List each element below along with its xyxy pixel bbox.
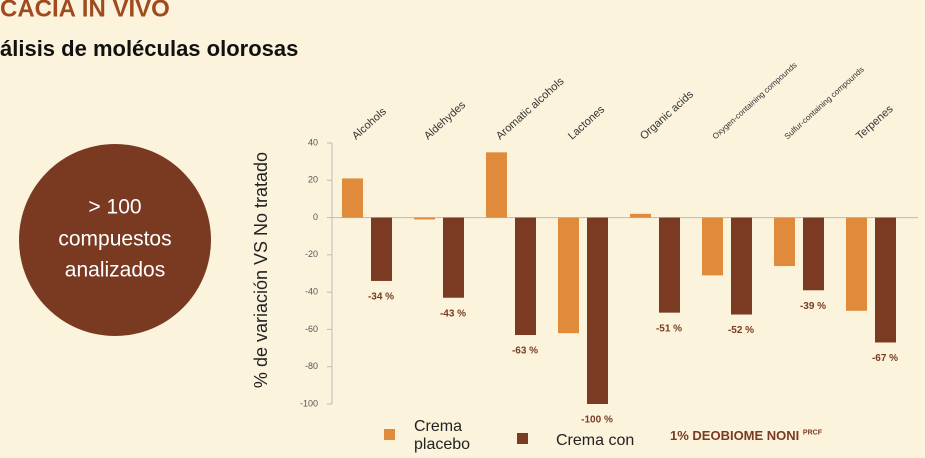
legend-label: Crema con <box>556 432 635 449</box>
bar <box>846 217 867 311</box>
y-tick-label: 0 <box>313 212 318 222</box>
bar <box>371 217 392 281</box>
value-label: -63 % <box>512 346 538 357</box>
bar <box>659 217 680 313</box>
value-label: -51 % <box>656 323 682 334</box>
legend-extra-text: 1% DEOBIOME NONI <box>670 428 800 443</box>
bar <box>731 217 752 315</box>
y-tick-label: -100 <box>300 398 318 408</box>
value-label: -39 % <box>800 301 826 312</box>
value-label: -34 % <box>368 292 394 303</box>
bar <box>875 217 896 343</box>
legend-extra: 1% DEOBIOME NONI PRCF <box>670 428 822 443</box>
bar <box>414 217 435 220</box>
category-label: Oxygen-containing compounds <box>711 61 799 141</box>
y-axis-label: % de variación VS No tratado <box>251 152 271 388</box>
y-tick-label: -40 <box>305 287 318 297</box>
bar <box>486 152 507 218</box>
legend-swatch <box>384 429 395 440</box>
badge-text: analizados <box>65 259 165 282</box>
value-label: -100 % <box>581 415 613 426</box>
category-label: Aldehydes <box>422 99 469 143</box>
y-tick-label: -60 <box>305 324 318 334</box>
category-label: Terpenes <box>854 103 896 143</box>
y-tick-label: -20 <box>305 249 318 259</box>
legend-sup: PRCF <box>802 429 822 437</box>
bar <box>587 217 608 404</box>
subtitle: álisis de moléculas olorosas <box>0 36 298 61</box>
category-label: Sulfur-containing compounds <box>783 65 866 141</box>
value-label: -52 % <box>728 325 754 336</box>
bar <box>630 213 651 218</box>
value-label: -67 % <box>872 353 898 364</box>
category-label: Organic acids <box>638 88 696 142</box>
category-label: Alcohols <box>350 105 389 142</box>
badge-text: compuestos <box>58 228 171 251</box>
y-tick-label: -80 <box>305 361 318 371</box>
badge-circle <box>19 144 211 336</box>
y-tick-label: 40 <box>308 137 318 147</box>
bar <box>342 178 363 218</box>
category-label: Lactones <box>566 103 608 142</box>
bar <box>774 217 795 267</box>
legend-swatch <box>517 433 528 444</box>
legend-label: Crema placebo <box>414 418 471 453</box>
bar <box>515 217 536 336</box>
bar <box>702 217 723 276</box>
bar <box>443 217 464 298</box>
title: CACIA IN VIVO <box>0 0 170 22</box>
value-label: -43 % <box>440 308 466 319</box>
bar <box>558 217 579 334</box>
badge-text: > 100 <box>88 196 141 219</box>
bar <box>803 217 824 291</box>
y-tick-label: 20 <box>308 175 318 185</box>
category-label: Aromatic alcohols <box>494 75 567 142</box>
